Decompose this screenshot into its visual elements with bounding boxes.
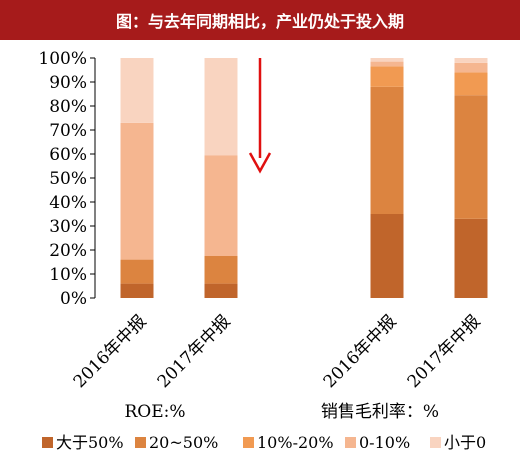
bar-segment: [120, 259, 154, 284]
bar-segment: [370, 86, 404, 214]
legend-label: 大于50%: [56, 433, 124, 452]
y-tick-label: 90%: [49, 73, 87, 93]
y-tick-label: 60%: [49, 145, 87, 165]
y-tick-label: 80%: [49, 97, 87, 117]
bar-segment: [120, 58, 154, 123]
bar-segment: [454, 72, 488, 96]
y-tick-label: 10%: [49, 265, 87, 285]
y-tick-label: 30%: [49, 217, 87, 237]
bar-segment: [120, 283, 154, 298]
x-tick-label: 2016年中报: [320, 311, 401, 392]
x-tick-label: 2016年中报: [70, 311, 151, 392]
y-tick-label: 20%: [49, 241, 87, 261]
bars: [120, 58, 488, 298]
chart-title: 图：与去年同期相比，产业仍处于投入期: [0, 0, 520, 40]
legend-swatch: [243, 437, 254, 448]
bar-segment: [454, 95, 488, 219]
bar-segment: [204, 283, 238, 298]
bar-segment: [204, 155, 238, 256]
bar-segment: [204, 58, 238, 156]
x-tick-label: 2017年中报: [404, 311, 485, 392]
bar-segment: [370, 214, 404, 298]
y-axis: 0% 10% 20% 30% 40% 50% 60% 70% 80% 90% 100%: [38, 49, 96, 309]
bar-segment: [454, 58, 488, 63]
arrow-head: [248, 152, 272, 174]
bar-segment: [454, 62, 488, 73]
legend-label: 0-10%: [359, 433, 410, 452]
bar-segment: [370, 58, 404, 62]
y-tick-label: 50%: [49, 169, 87, 189]
legend-swatch: [345, 437, 356, 448]
group-label-gross-margin: 销售毛利率：%: [321, 402, 439, 422]
bar-segment: [370, 66, 404, 87]
legend-swatch: [42, 437, 53, 448]
bar-segment: [204, 256, 238, 284]
y-tick-label: 40%: [49, 193, 87, 213]
legend-label: 20~50%: [149, 433, 218, 452]
x-tick-label: 2017年中报: [154, 311, 235, 392]
legend-swatch: [135, 437, 146, 448]
bar-segment: [454, 218, 488, 298]
bar-segment: [370, 61, 404, 67]
y-tick-label: 70%: [49, 121, 87, 141]
y-tick-label: 0%: [60, 289, 87, 309]
group-label-roe: ROE:%: [124, 402, 185, 422]
legend-label: 小于0: [444, 433, 486, 452]
legend-swatch: [430, 437, 441, 448]
bar-segment: [120, 122, 154, 260]
x-axis-labels: 2016年中报 2017年中报 2016年中报 2017年中报: [70, 311, 485, 392]
legend: 大于50% 20~50% 10%-20% 0-10% 小于0: [42, 433, 486, 452]
legend-label: 10%-20%: [257, 433, 334, 452]
y-tick-label: 100%: [38, 49, 87, 69]
down-arrow-annotation: [248, 58, 272, 174]
